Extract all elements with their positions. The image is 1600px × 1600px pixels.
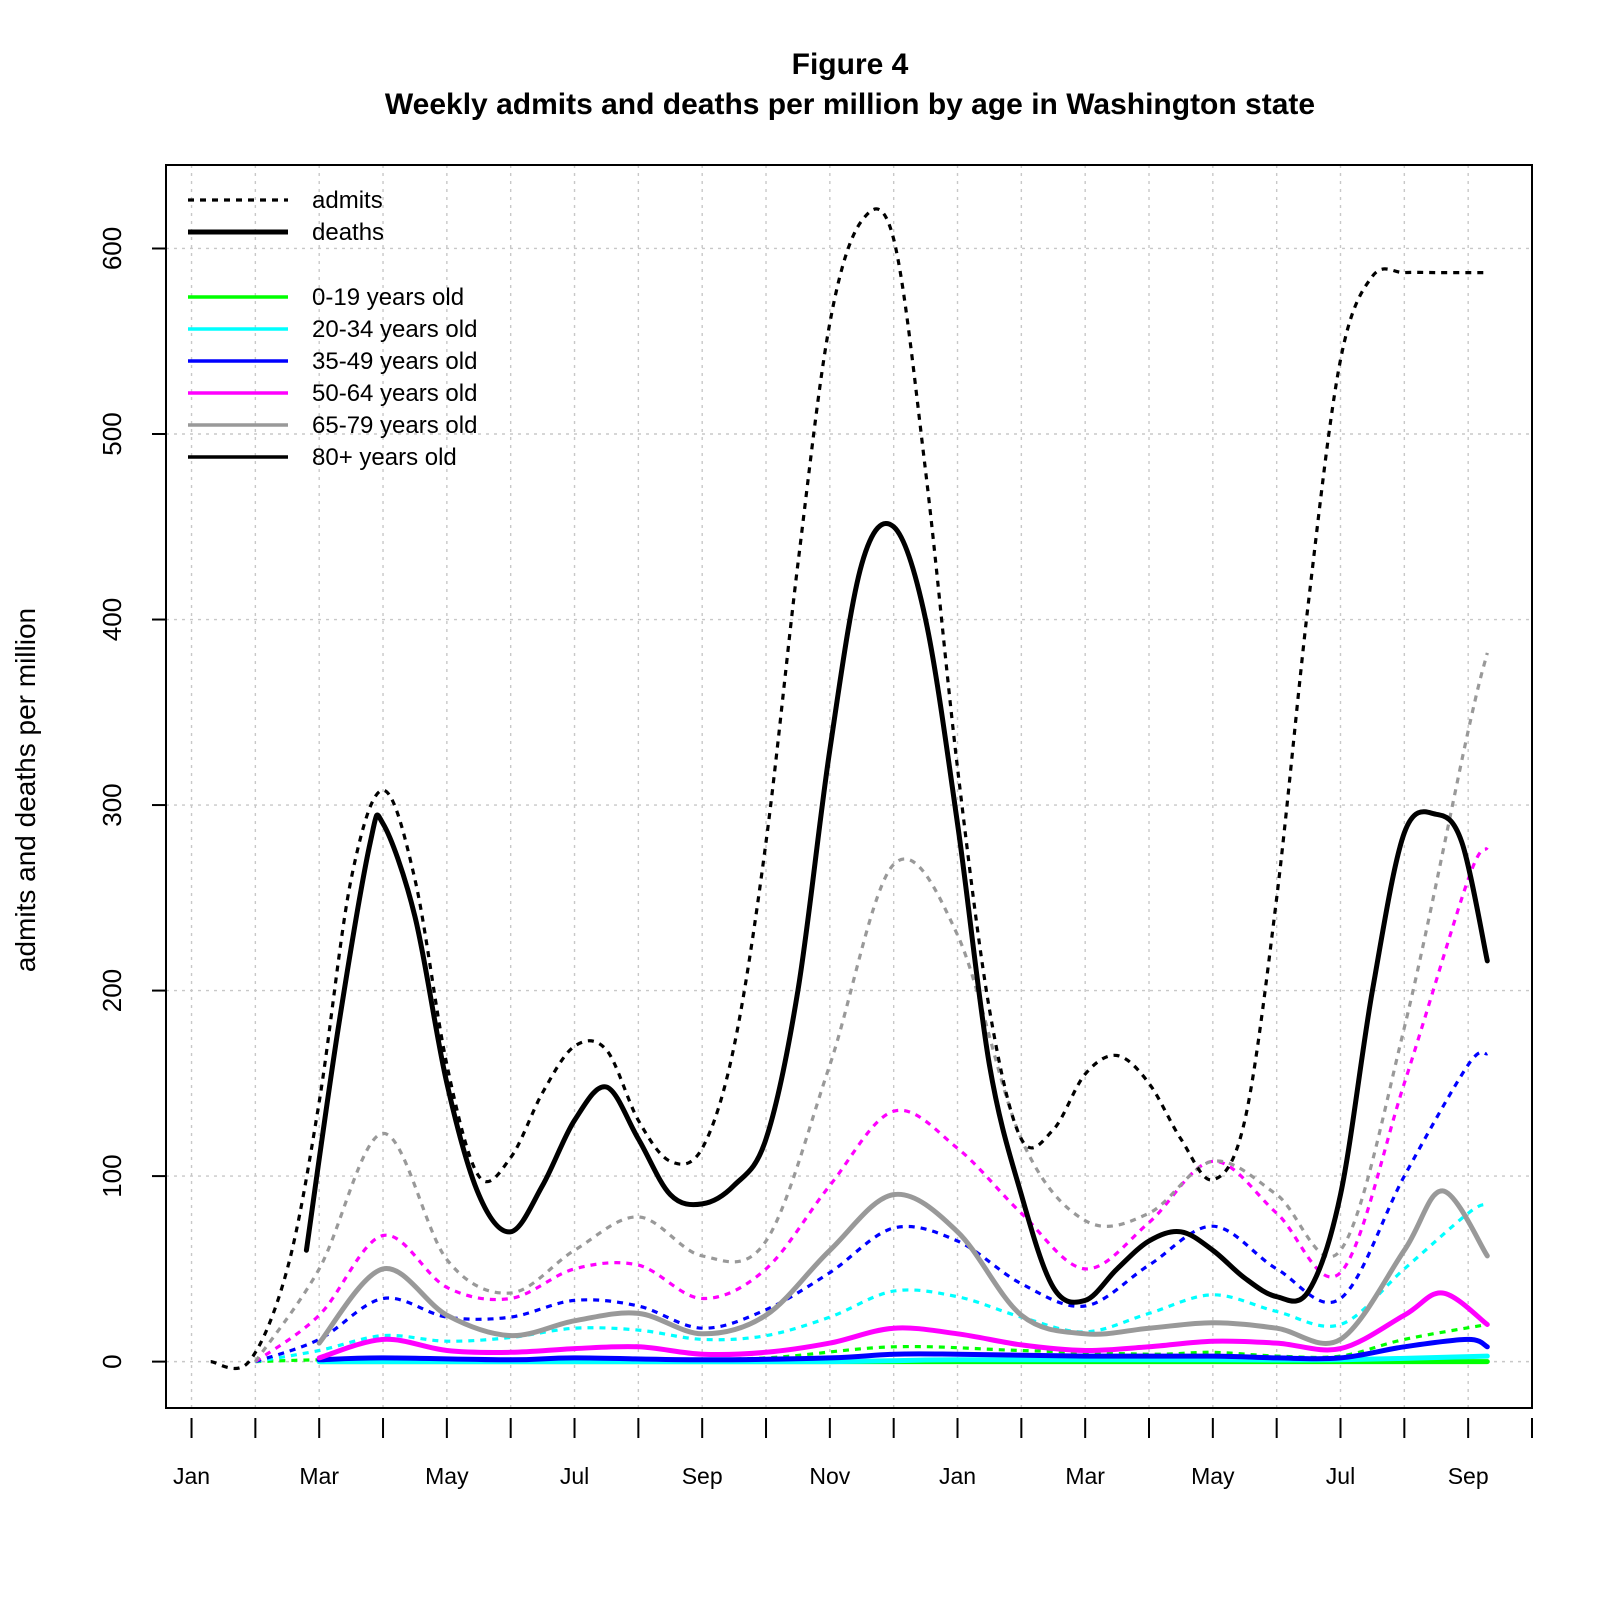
legend-label-20-34-years-old: 20-34 years old	[312, 316, 477, 343]
x-tick-label-4: May	[425, 1463, 469, 1489]
chart-title: Figure 4	[792, 48, 909, 81]
legend-label-0-19-years-old: 0-19 years old	[312, 284, 464, 311]
legend: admits deaths 0-19 years old 20-34 years ol…	[188, 187, 477, 471]
x-tick-label-2: Mar	[299, 1463, 339, 1489]
legend-label-80-years-old: 80+ years old	[312, 444, 457, 471]
x-tick-label-18: Jul	[1326, 1463, 1355, 1489]
y-tick-label-600: 600	[97, 227, 127, 270]
series-20-34-years-old-admits	[255, 1202, 1489, 1364]
legend-label-35-49-years-old: 35-49 years old	[312, 348, 477, 375]
y-tick-label-0: 0	[97, 1354, 127, 1368]
series-80-years-old-deaths	[303, 520, 1490, 1305]
y-tick-label-500: 500	[97, 412, 127, 455]
x-tick-label-10: Nov	[809, 1463, 850, 1489]
legend-label-65-79-years-old: 65-79 years old	[312, 412, 477, 439]
legend-label-admits: admits	[312, 187, 383, 214]
legend-label-deaths: deaths	[312, 219, 384, 246]
y-axis-label: admits and deaths per million	[10, 608, 41, 972]
x-axis: Jan Mar May Jul Sep Nov Jan Mar May Jul Sep	[173, 1418, 1533, 1489]
legend-label-50-64-years-old: 50-64 years old	[312, 380, 477, 407]
y-tick-label-100: 100	[97, 1154, 127, 1197]
series-50-64-years-old-admits	[254, 846, 1489, 1363]
series-65-79-years-old-admits	[254, 652, 1489, 1363]
plot-frame	[165, 164, 1533, 1409]
y-tick-label-200: 200	[97, 969, 127, 1012]
x-tick-label-20: Sep	[1448, 1463, 1489, 1489]
x-tick-label-0: Jan	[173, 1463, 210, 1489]
series-50-64-years-old-deaths	[316, 1290, 1490, 1361]
series-lines	[210, 207, 1490, 1371]
x-tick-label-16: May	[1191, 1463, 1235, 1489]
chart-subtitle: Weekly admits and deaths per million by …	[385, 88, 1315, 121]
series-35-49-years-old-admits	[254, 1050, 1489, 1364]
series-65-79-years-old-deaths	[316, 1188, 1490, 1347]
x-tick-label-6: Jul	[560, 1463, 589, 1489]
y-tick-label-400: 400	[97, 598, 127, 641]
x-tick-label-14: Mar	[1065, 1463, 1105, 1489]
x-tick-label-8: Sep	[682, 1463, 723, 1489]
x-tick-label-12: Jan	[939, 1463, 976, 1489]
y-axis: 0 100 200 300 400 500 600	[97, 227, 166, 1369]
series-35-49-years-old-deaths	[316, 1336, 1490, 1363]
y-tick-label-300: 300	[97, 783, 127, 826]
